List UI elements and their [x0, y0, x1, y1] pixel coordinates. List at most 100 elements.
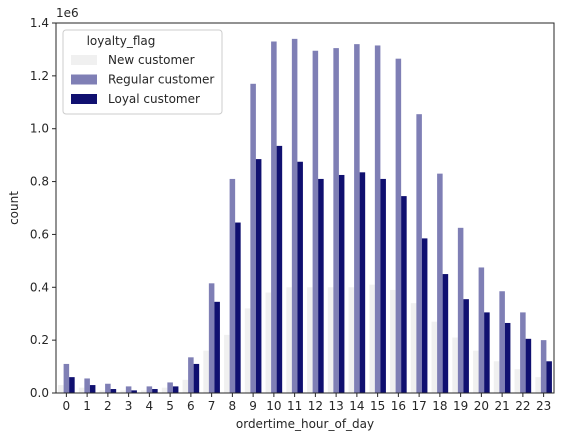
x-tick-label: 15 — [370, 399, 385, 413]
bar-regular-customer-hour-15 — [374, 45, 381, 394]
bar-loyal-customer-hour-3 — [131, 390, 137, 393]
x-tick-label: 23 — [536, 399, 551, 413]
legend-label-regular-customer: Regular customer — [108, 73, 214, 87]
bar-loyal-customer-hour-20 — [484, 312, 490, 393]
x-tick-label: 12 — [308, 399, 323, 413]
x-tick-label: 3 — [125, 399, 133, 413]
bar-loyal-customer-hour-23 — [546, 361, 552, 393]
legend-swatch-regular-customer — [71, 74, 97, 85]
bar-loyal-customer-hour-16 — [401, 196, 407, 393]
bar-new-customer-hour-12 — [307, 287, 313, 393]
bar-loyal-customer-hour-12 — [318, 178, 324, 393]
x-tick-label: 22 — [515, 399, 530, 413]
bar-regular-customer-hour-2 — [105, 383, 111, 393]
x-tick-label: 19 — [453, 399, 468, 413]
bar-loyal-customer-hour-8 — [235, 222, 241, 393]
x-tick-label: 18 — [432, 399, 447, 413]
bar-new-customer-hour-17 — [410, 303, 417, 393]
bar-loyal-customer-hour-4 — [152, 389, 158, 393]
bar-loyal-customer-hour-19 — [463, 299, 469, 393]
y-tick-label: 0.6 — [30, 227, 49, 241]
legend-swatch-new-customer — [71, 55, 97, 65]
x-tick-label: 16 — [391, 399, 406, 413]
bar-loyal-customer-hour-9 — [255, 159, 262, 393]
x-tick-label: 7 — [208, 399, 216, 413]
bar-new-customer-hour-4 — [141, 390, 147, 393]
bar-loyal-customer-hour-21 — [504, 322, 511, 393]
plot-frame — [55, 22, 555, 394]
bar-new-customer-hour-16 — [390, 289, 396, 393]
bar-new-customer-hour-14 — [348, 287, 355, 393]
legend-label-new-customer: New customer — [108, 53, 195, 67]
bar-regular-customer-hour-14 — [354, 44, 360, 393]
bar-regular-customer-hour-13 — [333, 48, 339, 394]
bar-regular-customer-hour-21 — [499, 291, 505, 393]
bar-loyal-customer-hour-17 — [421, 238, 428, 393]
y-axis-label: count — [7, 191, 21, 225]
legend: loyalty_flag New customer Regular custome… — [62, 29, 223, 115]
bar-new-customer-hour-0 — [58, 385, 64, 393]
x-tick-label: 1 — [83, 399, 91, 413]
legend-swatch-loyal-customer — [71, 94, 97, 104]
bar-new-customer-hour-23 — [535, 377, 541, 393]
y-tick-label: 1.2 — [30, 69, 49, 83]
x-tick-label: 5 — [166, 399, 174, 413]
bar-regular-customer-hour-20 — [478, 267, 485, 393]
bar-loyal-customer-hour-6 — [193, 363, 200, 393]
bar-regular-customer-hour-1 — [84, 378, 90, 393]
bar-new-customer-hour-19 — [452, 337, 458, 393]
legend-title: loyalty_flag — [87, 34, 156, 48]
bar-regular-customer-hour-22 — [520, 312, 526, 393]
bar-new-customer-hour-2 — [99, 390, 106, 393]
bar-new-customer-hour-3 — [120, 390, 126, 393]
bar-new-customer-hour-1 — [78, 387, 85, 393]
y-tick-label: 1.4 — [30, 16, 49, 30]
bar-new-customer-hour-20 — [473, 350, 479, 393]
x-tick-label: 14 — [349, 399, 364, 413]
bar-new-customer-hour-15 — [369, 284, 375, 393]
y-tick-label: 0.4 — [30, 280, 49, 294]
bar-loyal-customer-hour-1 — [89, 385, 96, 393]
x-tick-label: 2 — [104, 399, 112, 413]
bar-new-customer-hour-21 — [493, 361, 500, 393]
bar-regular-customer-hour-0 — [63, 363, 70, 393]
y-tick-label: 0.2 — [30, 333, 49, 347]
x-tick-label: 17 — [411, 399, 426, 413]
bar-loyal-customer-hour-15 — [380, 178, 386, 393]
x-tick-label: 4 — [146, 399, 154, 413]
y-tick-label: 0.8 — [30, 175, 49, 189]
x-tick-label: 11 — [287, 399, 302, 413]
bar-regular-customer-hour-5 — [167, 382, 173, 393]
bars-group — [58, 38, 552, 394]
bar-new-customer-hour-11 — [286, 287, 292, 393]
x-axis-label: ordertime_hour_of_day — [236, 417, 374, 431]
bar-loyal-customer-hour-13 — [338, 174, 345, 393]
bar-new-customer-hour-22 — [514, 369, 521, 393]
y-tick-label: 0.0 — [30, 386, 49, 400]
x-tick-label: 0 — [63, 399, 71, 413]
bar-loyal-customer-hour-18 — [442, 274, 449, 393]
bar-new-customer-hour-7 — [203, 350, 209, 393]
bar-regular-customer-hour-3 — [125, 386, 132, 393]
bar-loyal-customer-hour-5 — [172, 386, 179, 393]
legend-box — [62, 29, 223, 115]
bar-regular-customer-hour-12 — [312, 50, 319, 393]
x-tick-label: 21 — [494, 399, 509, 413]
bar-loyal-customer-hour-11 — [297, 161, 303, 393]
bar-new-customer-hour-10 — [265, 292, 272, 393]
bar-loyal-customer-hour-10 — [276, 145, 283, 393]
bar-new-customer-hour-8 — [224, 334, 230, 393]
bar-regular-customer-hour-4 — [146, 386, 153, 393]
bar-regular-customer-hour-9 — [250, 83, 256, 393]
y-scale-label: 1e6 — [56, 6, 79, 20]
bar-regular-customer-hour-6 — [188, 357, 194, 393]
x-tick-label: 20 — [474, 399, 489, 413]
bar-regular-customer-hour-18 — [437, 173, 443, 393]
bar-new-customer-hour-13 — [327, 287, 334, 393]
x-axis-ticks: 0 1 2 3 4 5 6 7 8 9 10 11 12 13 14 15 16 17 18 19 20 21 22 23 — [63, 393, 551, 413]
bar-loyal-customer-hour-22 — [525, 338, 532, 393]
bar-regular-customer-hour-17 — [416, 114, 422, 394]
legend-label-loyal-customer: Loyal customer — [108, 92, 200, 106]
bar-new-customer-hour-5 — [161, 387, 168, 393]
